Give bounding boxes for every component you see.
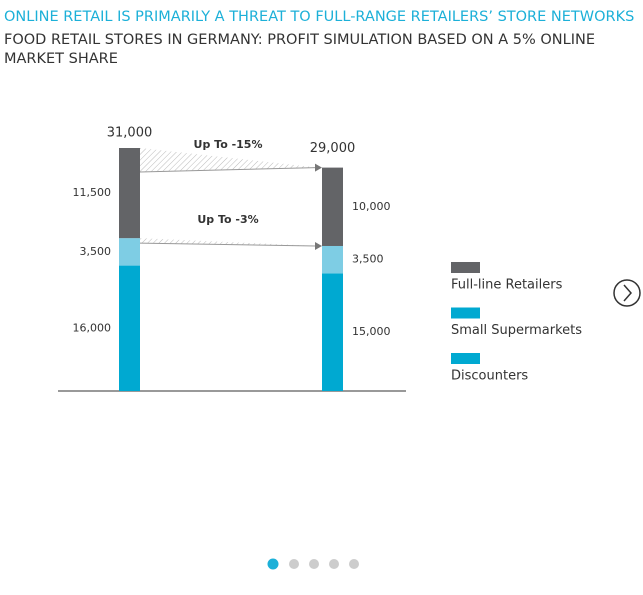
loss-area (140, 148, 318, 172)
value-label: 3,500 (80, 245, 112, 258)
value-label: 11,500 (73, 186, 112, 199)
value-label: 3,500 (352, 253, 384, 266)
value-label: 10,000 (352, 200, 391, 213)
loss-arrow (139, 242, 317, 247)
bar-segment (119, 238, 140, 266)
page-dot[interactable] (329, 559, 339, 569)
loss-area (140, 238, 318, 246)
legend-swatch (451, 262, 480, 273)
total-label: 29,000 (310, 141, 356, 156)
subtitle: FOOD RETAIL STORES IN GERMANY: PROFIT SI… (4, 32, 595, 67)
legend-swatch (451, 307, 480, 319)
bar-segment (322, 273, 343, 391)
bar-segment (119, 148, 140, 239)
total-label: 31,000 (107, 126, 153, 141)
bar-segment (119, 265, 140, 391)
legend-label: Small Supermarkets (451, 323, 582, 338)
annotation: Up To -3% (197, 213, 258, 226)
next-icon[interactable] (623, 284, 632, 302)
annotation: Up To -15% (194, 138, 263, 151)
page-dot[interactable] (289, 559, 299, 569)
arrow-head (315, 241, 322, 250)
bar-segment (322, 245, 343, 274)
legend-label: Discounters (451, 369, 528, 384)
page-dot[interactable] (309, 559, 319, 569)
value-label: 15,000 (352, 325, 391, 338)
value-label: 16,000 (73, 321, 112, 334)
next-button[interactable] (613, 279, 641, 307)
page-dot[interactable] (349, 559, 359, 569)
title: ONLINE RETAIL IS PRIMARILY A THREAT TO F… (4, 9, 635, 25)
bar-segment (322, 167, 343, 246)
page-dot-active[interactable] (267, 558, 279, 570)
arrow-head (315, 163, 322, 172)
legend-swatch (451, 353, 480, 364)
legend-label: Full-line Retailers (451, 278, 563, 293)
loss-arrow (139, 167, 317, 173)
